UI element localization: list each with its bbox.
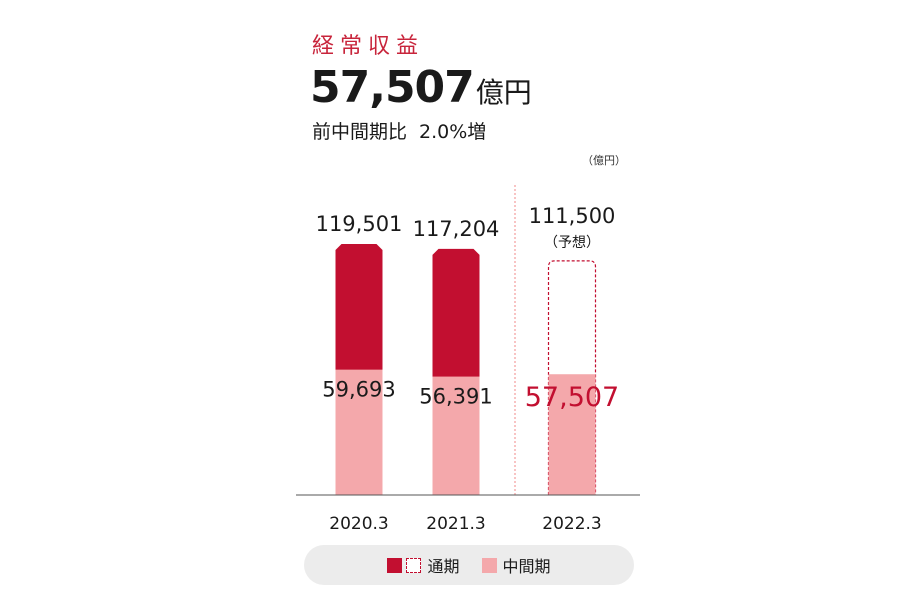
- legend-label-full-year: 通期: [427, 557, 460, 576]
- comparison-line: 前中間期比 2.0%増: [312, 117, 486, 144]
- label-interim-2021.3: 56,391: [419, 385, 492, 409]
- tick-label-2020.3: 2020.3: [329, 514, 388, 534]
- tick-label-2022.3: 2022.3: [542, 514, 601, 534]
- headline-value: 57,507億円: [310, 62, 532, 113]
- headline-unit: 億円: [475, 76, 532, 109]
- label-interim-2022.3: 57,507: [525, 382, 619, 413]
- legend-label-interim: 中間期: [502, 557, 551, 576]
- tick-label-2021.3: 2021.3: [426, 514, 485, 534]
- label-full-year-2022.3: 111,500: [529, 204, 616, 228]
- legend: 通期 中間期: [304, 545, 634, 585]
- label-full-year-2020.3: 119,501: [316, 212, 403, 236]
- bar-full-year-forecast: [547, 260, 597, 495]
- headline-number: 57,507: [310, 62, 475, 113]
- legend-swatch-full-year: [387, 557, 403, 573]
- bar-interim-2022.3: [548, 374, 596, 495]
- bar-interim-2020.3: [335, 369, 383, 495]
- legend-swatch-forecast: [406, 557, 422, 573]
- bar-interim-2021.3: [432, 376, 480, 495]
- chart-title: 経常収益: [312, 34, 425, 59]
- legend-swatch-interim: [481, 557, 497, 573]
- label-forecast-note: （予想）: [544, 235, 600, 251]
- label-full-year-2021.3: 117,204: [413, 217, 500, 241]
- label-interim-2020.3: 59,693: [322, 378, 395, 402]
- comparison-value: 2.0%増: [419, 121, 487, 143]
- unit-note: （億円）: [582, 154, 626, 167]
- comparison-label: 前中間期比: [312, 121, 408, 143]
